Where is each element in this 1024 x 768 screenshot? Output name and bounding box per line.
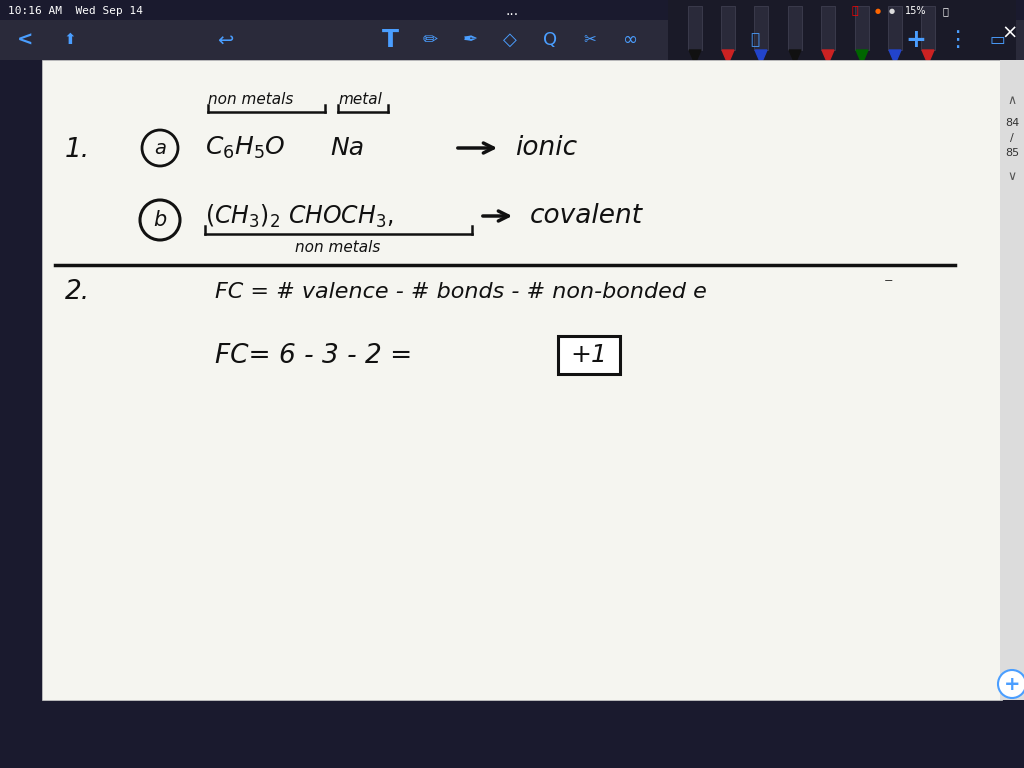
Text: ▭: ▭ [989, 31, 1005, 49]
Bar [788, 6, 802, 50]
Text: ionic: ionic [515, 135, 578, 161]
Text: ×: × [1001, 24, 1018, 42]
Text: ⋮: ⋮ [946, 30, 968, 50]
Text: covalent: covalent [530, 203, 643, 229]
Text: ✏: ✏ [423, 31, 437, 49]
Bar [688, 6, 702, 50]
Bar [754, 6, 768, 50]
Text: ✂: ✂ [584, 32, 596, 48]
Text: 2.: 2. [65, 279, 90, 305]
Bar [0, 20, 1024, 60]
Bar [821, 6, 835, 50]
Text: Q: Q [543, 31, 557, 49]
Text: ✒: ✒ [463, 31, 477, 49]
Text: 🔋: 🔋 [942, 6, 948, 16]
Polygon shape [889, 50, 901, 64]
Text: ⁻: ⁻ [884, 276, 894, 294]
Text: 85: 85 [1005, 148, 1019, 158]
Bar [855, 6, 869, 50]
Text: ∧: ∧ [1008, 94, 1017, 107]
Bar [721, 6, 735, 50]
Text: 1.: 1. [65, 137, 90, 163]
Text: Na: Na [330, 136, 365, 160]
Text: $(CH_3)_2\ CHOCH_3,$: $(CH_3)_2\ CHOCH_3,$ [205, 203, 393, 230]
Text: ●: ● [889, 8, 895, 14]
Polygon shape [856, 50, 868, 64]
Text: 84: 84 [1005, 118, 1019, 128]
Polygon shape [790, 50, 801, 64]
Text: /: / [1010, 133, 1014, 143]
Text: +1: +1 [570, 343, 607, 367]
Bar [0, 0, 1024, 20]
Text: metal: metal [338, 92, 382, 108]
Text: ◇: ◇ [503, 31, 517, 49]
Text: $C_6H_5O$: $C_6H_5O$ [205, 135, 286, 161]
Text: b: b [154, 210, 167, 230]
Text: ⏺: ⏺ [852, 6, 858, 16]
Text: FC= 6 - 3 - 2 =: FC= 6 - 3 - 2 = [215, 343, 413, 369]
Text: non metals: non metals [208, 92, 293, 108]
Bar [888, 6, 902, 50]
Polygon shape [689, 50, 701, 64]
Text: +: + [1004, 674, 1020, 694]
Text: +: + [905, 28, 927, 52]
Bar [558, 336, 620, 374]
Polygon shape [822, 50, 834, 64]
Text: ⬆: ⬆ [63, 32, 77, 48]
Text: T: T [382, 28, 398, 52]
Text: ●: ● [874, 8, 881, 14]
Polygon shape [722, 50, 734, 64]
Text: 🎤: 🎤 [751, 32, 760, 48]
Text: 10:16 AM  Wed Sep 14: 10:16 AM Wed Sep 14 [8, 6, 143, 16]
Text: a: a [154, 138, 166, 157]
Text: ∨: ∨ [1008, 170, 1017, 183]
Text: FC = # valence - # bonds - # non-bonded e: FC = # valence - # bonds - # non-bonded … [215, 282, 707, 302]
Text: ...: ... [506, 4, 518, 18]
Bar [42, 60, 1002, 700]
Text: 15%: 15% [905, 6, 927, 16]
Text: non metals: non metals [295, 240, 380, 256]
Bar [921, 6, 935, 50]
Bar [1000, 60, 1024, 700]
Circle shape [998, 670, 1024, 698]
Polygon shape [755, 50, 767, 64]
Bar [668, 0, 1016, 68]
Text: ↩: ↩ [217, 31, 233, 49]
Text: <: < [16, 31, 33, 49]
Polygon shape [922, 50, 934, 64]
Text: ∞: ∞ [623, 31, 638, 49]
